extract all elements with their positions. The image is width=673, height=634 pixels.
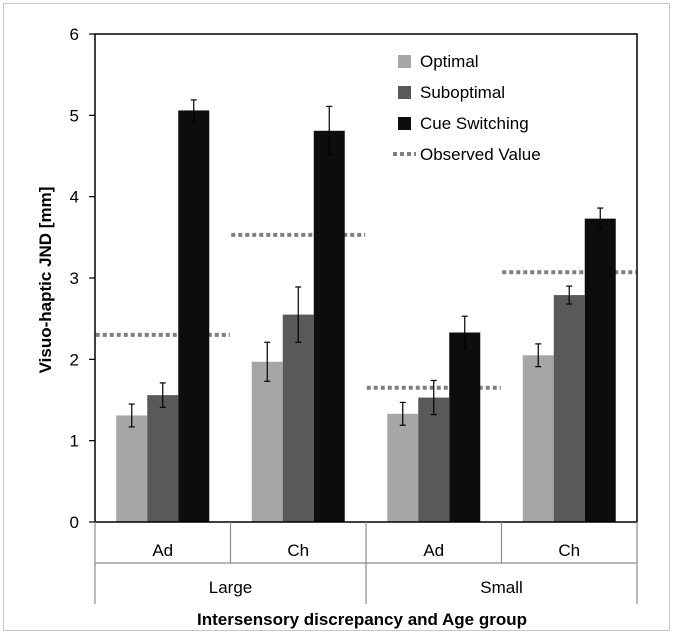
x-tick-label: Ad xyxy=(423,541,444,560)
bar-suboptimal xyxy=(418,397,450,522)
x-axis-label: Intersensory discrepancy and Age group xyxy=(197,610,527,629)
x-tick-label: Ad xyxy=(152,541,173,560)
bar-optimal xyxy=(387,413,419,522)
legend-label: Observed Value xyxy=(420,145,541,164)
y-tick-label: 6 xyxy=(70,25,79,44)
group-label: Small xyxy=(480,578,523,597)
group-label: Large xyxy=(209,578,252,597)
legend-swatch xyxy=(398,55,411,68)
bar-suboptimal xyxy=(553,295,585,522)
bar-optimal xyxy=(251,361,283,522)
bar-cue-switching xyxy=(313,130,345,522)
legend-swatch xyxy=(398,86,411,99)
y-tick-label: 4 xyxy=(70,188,79,207)
bar-optimal xyxy=(522,355,554,522)
y-tick-label: 5 xyxy=(70,106,79,125)
legend-label: Cue Switching xyxy=(420,114,529,133)
figure-frame xyxy=(3,3,670,631)
bar-cue-switching xyxy=(449,332,481,522)
y-tick-label: 3 xyxy=(70,269,79,288)
x-tick-label: Ch xyxy=(558,541,580,560)
y-tick-label: 0 xyxy=(70,513,79,532)
bar-cue-switching xyxy=(178,110,210,522)
x-tick-label: Ch xyxy=(287,541,309,560)
legend-label: Optimal xyxy=(420,52,479,71)
legend-label: Suboptimal xyxy=(420,83,505,102)
y-tick-label: 2 xyxy=(70,350,79,369)
bar-optimal xyxy=(116,415,148,522)
y-axis-label: Visuo-haptic JND [mm] xyxy=(36,187,55,374)
y-tick-label: 1 xyxy=(70,432,79,451)
bar-suboptimal xyxy=(282,314,314,522)
legend-swatch xyxy=(398,117,411,130)
bar-cue-switching xyxy=(584,218,616,523)
bar-suboptimal xyxy=(147,395,179,522)
